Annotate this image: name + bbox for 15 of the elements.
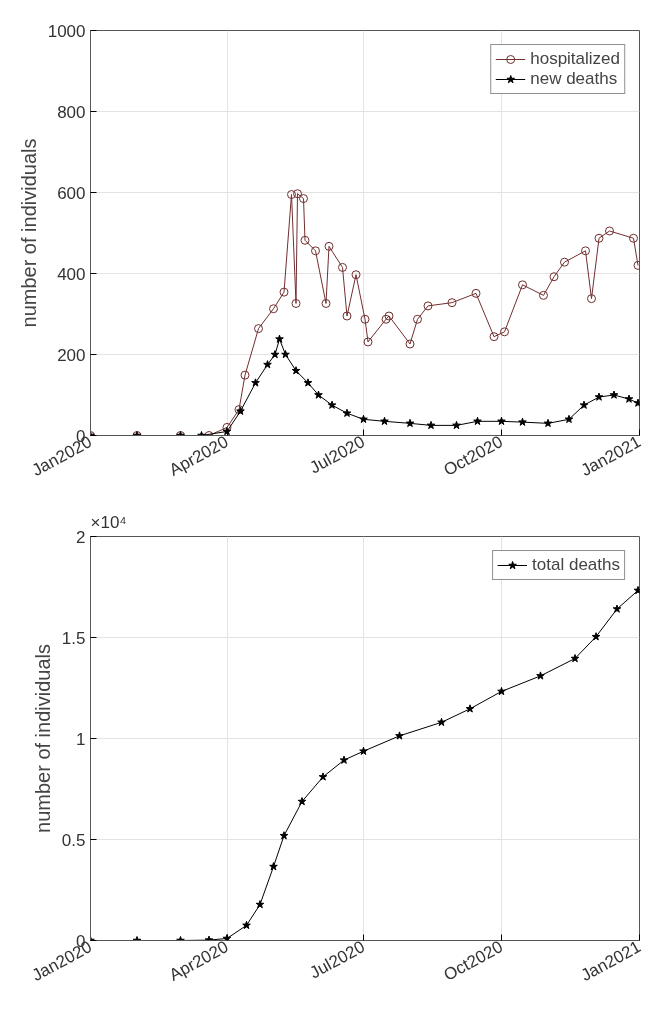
text: ×10⁴ [90,512,127,532]
y-tick-label: 400 [57,264,86,284]
y-tick-label: 1.5 [61,628,86,648]
y-axis-title: number of individuals [17,138,40,328]
y-tick-label: 600 [57,183,86,203]
y-tick-label: 800 [57,102,86,122]
legend-label: total deaths [532,555,620,575]
y-tick-label: 0.5 [61,830,86,850]
legend-label: new deaths [530,69,618,89]
y-tick-label: 1000 [47,21,86,41]
y-axis-title: number of individuals [31,644,54,833]
y-tick-label: 1 [76,729,86,749]
legend-label: hospitalized [530,49,620,69]
y-tick-label: 200 [57,345,86,365]
y-tick-label: 2 [76,527,86,547]
